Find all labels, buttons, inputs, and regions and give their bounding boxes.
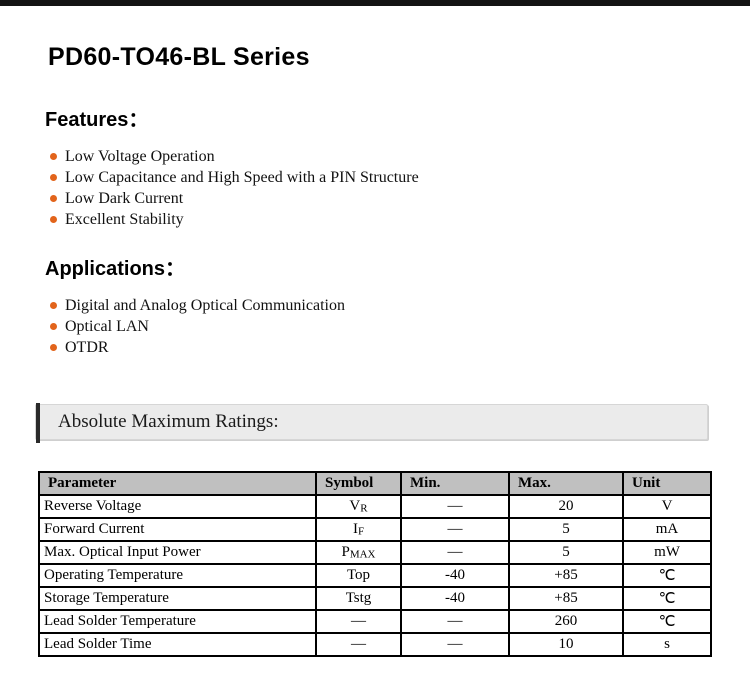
cell-min: —	[400, 517, 510, 542]
cell-symbol: IF	[315, 517, 402, 542]
feature-text: Low Voltage Operation	[65, 148, 215, 165]
table-row: Forward Current IF — 5 mA	[38, 517, 712, 542]
list-item: Excellent Stability	[50, 209, 706, 230]
table-row: Lead Solder Time — — 10 s	[38, 632, 712, 657]
cell-max: +85	[508, 586, 624, 611]
bullet-icon	[50, 216, 57, 223]
bullet-icon	[50, 195, 57, 202]
col-header-max: Max.	[508, 471, 624, 496]
feature-text: Low Dark Current	[65, 190, 184, 207]
col-header-min: Min.	[400, 471, 510, 496]
ratings-section-header: Absolute Maximum Ratings:	[35, 403, 708, 443]
cell-unit: ℃	[622, 586, 712, 611]
cell-min: -40	[400, 586, 510, 611]
cell-min: —	[400, 632, 510, 657]
cell-symbol: Top	[315, 563, 402, 588]
cell-max: +85	[508, 563, 624, 588]
table-row: Lead Solder Temperature — — 260 ℃	[38, 609, 712, 634]
applications-list: Digital and Analog Optical Communication…	[45, 295, 706, 358]
features-heading: Features：	[45, 109, 149, 131]
cell-max: 260	[508, 609, 624, 634]
cell-symbol: —	[315, 609, 402, 634]
bullet-icon	[50, 302, 57, 309]
list-item: Low Dark Current	[50, 188, 706, 209]
application-text: OTDR	[65, 339, 109, 356]
list-item: Digital and Analog Optical Communication	[50, 295, 706, 316]
list-item: OTDR	[50, 337, 706, 358]
cell-unit: V	[622, 494, 712, 519]
cell-unit: mA	[622, 517, 712, 542]
cell-unit: ℃	[622, 609, 712, 634]
cell-min: —	[400, 609, 510, 634]
cell-symbol: Tstg	[315, 586, 402, 611]
cell-parameter: Lead Solder Time	[38, 632, 317, 657]
cell-parameter: Forward Current	[38, 517, 317, 542]
section-accent-bar	[36, 403, 40, 443]
cell-symbol: —	[315, 632, 402, 657]
cell-symbol: VR	[315, 494, 402, 519]
table-header-row: Parameter Symbol Min. Max. Unit	[38, 471, 712, 496]
table-row: Reverse Voltage VR — 20 V	[38, 494, 712, 519]
application-text: Digital and Analog Optical Communication	[65, 297, 345, 314]
cell-unit: ℃	[622, 563, 712, 588]
applications-heading: Applications：	[45, 258, 186, 280]
cell-unit: mW	[622, 540, 712, 565]
application-text: Optical LAN	[65, 318, 149, 335]
cell-max: 20	[508, 494, 624, 519]
symbol-subscript: MAX	[349, 548, 376, 561]
cell-max: 5	[508, 540, 624, 565]
list-item: Low Voltage Operation	[50, 146, 706, 167]
page-title: PD60-TO46-BL Series	[48, 43, 310, 71]
cell-symbol: PMAX	[315, 540, 402, 565]
col-header-symbol: Symbol	[315, 471, 402, 496]
bullet-icon	[50, 344, 57, 351]
cell-parameter: Storage Temperature	[38, 586, 317, 611]
col-header-unit: Unit	[622, 471, 712, 496]
table-row: Storage Temperature Tstg -40 +85 ℃	[38, 586, 712, 611]
cell-max: 10	[508, 632, 624, 657]
symbol-subscript: F	[357, 525, 365, 538]
table-row: Operating Temperature Top -40 +85 ℃	[38, 563, 712, 588]
bullet-icon	[50, 174, 57, 181]
cell-parameter: Reverse Voltage	[38, 494, 317, 519]
cell-min: —	[400, 540, 510, 565]
cell-parameter: Lead Solder Temperature	[38, 609, 317, 634]
list-item: Optical LAN	[50, 316, 706, 337]
cell-min: -40	[400, 563, 510, 588]
ratings-heading: Absolute Maximum Ratings:	[58, 411, 279, 432]
symbol-subscript: R	[360, 502, 368, 515]
table-row: Max. Optical Input Power PMAX — 5 mW	[38, 540, 712, 565]
cell-unit: s	[622, 632, 712, 657]
ratings-table: Parameter Symbol Min. Max. Unit Reverse …	[38, 471, 712, 657]
feature-text: Low Capacitance and High Speed with a PI…	[65, 169, 419, 186]
page-content: PD60-TO46-BL Series Features： Low Voltag…	[0, 42, 750, 657]
col-header-parameter: Parameter	[38, 471, 317, 496]
top-rule	[0, 0, 750, 6]
list-item: Low Capacitance and High Speed with a PI…	[50, 167, 706, 188]
bullet-icon	[50, 153, 57, 160]
cell-parameter: Operating Temperature	[38, 563, 317, 588]
cell-min: —	[400, 494, 510, 519]
bullet-icon	[50, 323, 57, 330]
cell-parameter: Max. Optical Input Power	[38, 540, 317, 565]
features-list: Low Voltage Operation Low Capacitance an…	[45, 146, 706, 230]
cell-max: 5	[508, 517, 624, 542]
feature-text: Excellent Stability	[65, 211, 184, 228]
